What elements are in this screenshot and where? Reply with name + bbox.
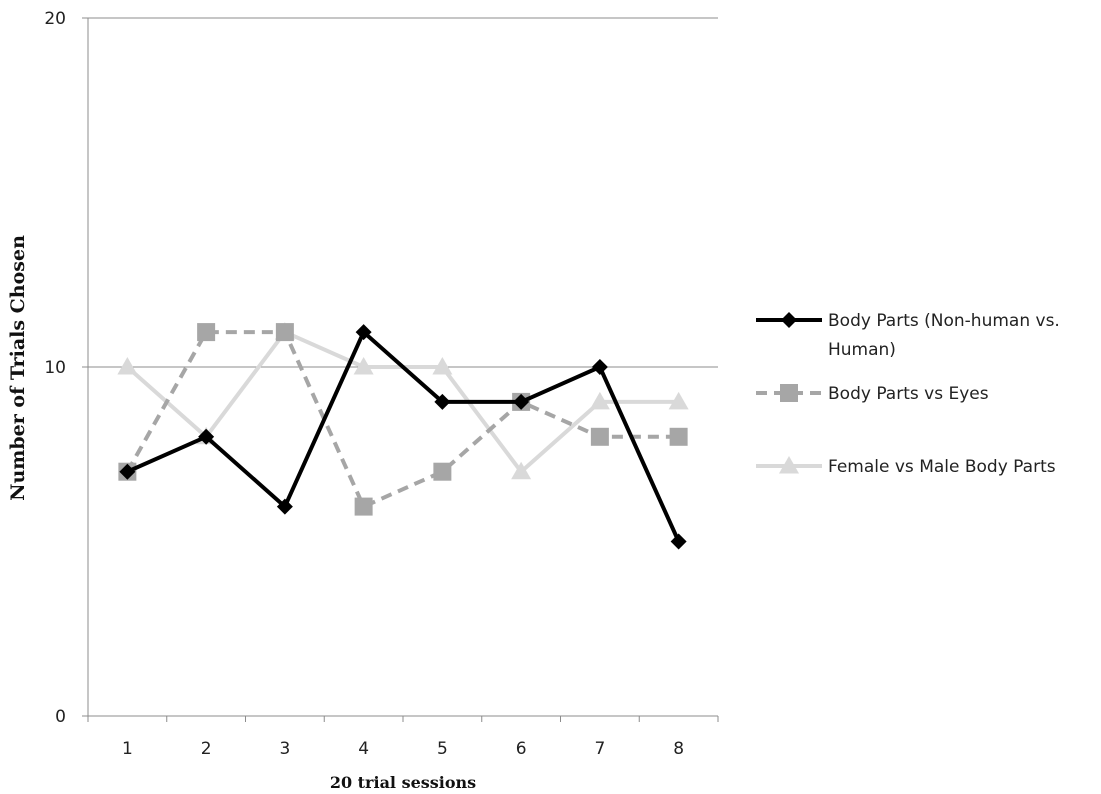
grid-lines [88,17,718,368]
series-line [126,330,681,543]
x-axis-tick-labels: 1 2 3 4 5 6 7 8 [122,739,684,759]
x-tick-label: 7 [594,739,605,759]
data-point [355,324,372,341]
series-2 [118,323,688,516]
y-tick-label: 20 [44,9,66,29]
x-tick-label: 3 [279,739,290,759]
data-point [670,533,687,550]
data-point [198,428,215,445]
x-tick-label: 1 [122,739,133,759]
data-point [275,323,294,342]
x-axis-title: 20 trial sessions [330,773,476,792]
data-point [117,357,138,375]
data-point [353,357,374,375]
data-point [197,323,216,342]
y-axis-tick-labels: 0 10 20 [44,9,66,727]
series-3 [117,322,689,480]
data-point [276,498,293,515]
x-tick-label: 4 [358,739,369,759]
legend-label: Body Parts vs Eyes [828,384,989,404]
data-point [668,391,689,410]
legend-item-2: Body Parts vs Eyes [756,384,989,404]
data-point [434,393,451,410]
y-tick-label: 10 [44,358,66,378]
data-point [590,427,609,446]
data-point [119,463,136,480]
data-point [513,393,530,410]
data-point [354,497,373,516]
x-tick-label: 8 [673,739,684,759]
data-point [589,391,610,410]
legend-marker [780,384,798,402]
legend-label: Female vs Male Body Parts [828,457,1056,477]
x-tick-label: 5 [437,739,448,759]
axes [82,17,719,722]
legend-label: Body Parts (Non-human vs. [828,311,1060,331]
legend-marker [779,456,799,474]
data-point [432,357,453,375]
data-point [433,462,452,481]
y-axis-title: Number of Trials Chosen [7,235,29,501]
series-line [125,330,679,509]
data-point [511,461,532,480]
y-tick-label: 0 [55,707,66,727]
legend: Body Parts (Non-human vs.Human)Body Part… [756,311,1060,477]
series-1 [119,324,687,550]
series-group [117,322,689,550]
data-point [669,427,688,446]
data-point [591,359,608,375]
legend-item-3: Female vs Male Body Parts [756,456,1056,477]
legend-label: Human) [828,340,896,360]
x-tick-label: 6 [516,739,527,759]
legend-marker [781,312,797,328]
legend-item-1: Body Parts (Non-human vs. Human) [756,311,1060,360]
x-tick-label: 2 [201,739,212,759]
